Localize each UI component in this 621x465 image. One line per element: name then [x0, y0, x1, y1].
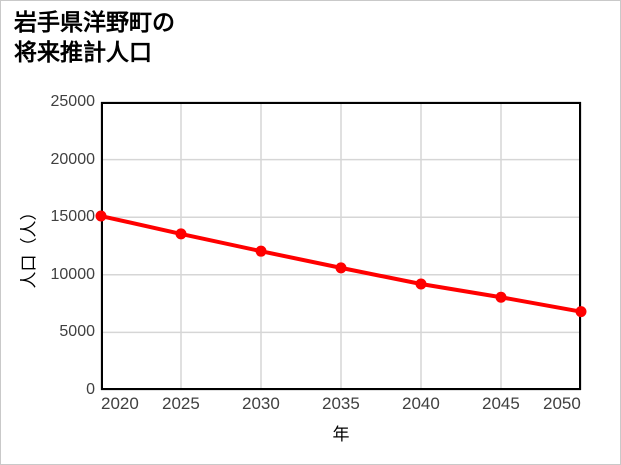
chart-title: 岩手県洋野町の 将来推計人口: [14, 7, 175, 67]
y-tick-label: 0: [86, 381, 95, 398]
data-point: [175, 228, 187, 240]
chart-title-line2: 将来推計人口: [14, 39, 152, 65]
data-point: [95, 210, 107, 222]
y-tick-label: 25000: [50, 93, 96, 110]
data-point: [255, 245, 267, 257]
x-tick-label: 2020: [101, 394, 139, 413]
y-tick-label: 10000: [50, 265, 96, 283]
data-point: [495, 291, 507, 303]
x-tick-label: 2035: [322, 394, 360, 413]
y-tick-label: 5000: [59, 323, 95, 341]
x-tick-label: 2040: [402, 394, 440, 413]
plot-border: [101, 102, 581, 390]
data-point: [575, 306, 587, 318]
x-tick-label: 2030: [242, 394, 280, 413]
y-tick-label: 15000: [50, 208, 96, 226]
chart-title-line1: 岩手県洋野町の: [14, 9, 175, 35]
x-axis-title: 年: [332, 425, 350, 444]
plot-area: [95, 101, 587, 391]
x-tick-label: 2050: [543, 394, 581, 413]
y-tick-label: 20000: [50, 150, 96, 168]
x-tick-label: 2045: [482, 394, 520, 413]
x-tick-label: 2025: [162, 394, 200, 413]
data-point: [415, 278, 427, 290]
data-point: [335, 262, 347, 274]
